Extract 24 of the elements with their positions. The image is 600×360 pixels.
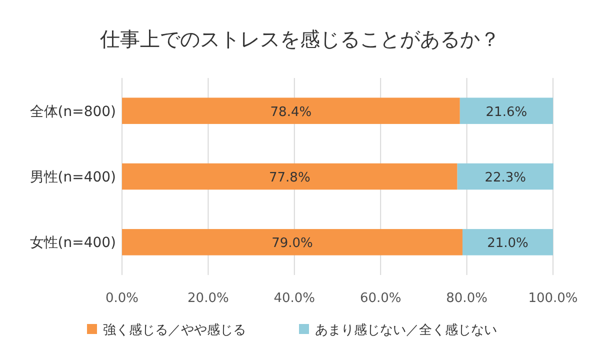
data-label: 22.3% xyxy=(484,170,526,186)
bar xyxy=(122,229,462,256)
x-tick-label: 80.0% xyxy=(446,291,488,306)
x-tick-label: 60.0% xyxy=(360,291,402,306)
legend-label: あまり感じない／全く感じない xyxy=(315,323,497,338)
y-tick-label: 男性(n=400) xyxy=(30,170,116,186)
y-tick-label: 女性(n=400) xyxy=(30,235,116,252)
x-tick-label: 100.0% xyxy=(528,291,578,306)
y-tick-label: 全体(n=800) xyxy=(30,104,116,120)
bar xyxy=(122,163,458,190)
bar xyxy=(122,98,460,124)
x-tick-label: 20.0% xyxy=(188,291,229,306)
chart-title: 仕事上でのストレスを感じることがあるか？ xyxy=(99,27,500,51)
data-label: 78.4% xyxy=(270,104,312,120)
bar xyxy=(462,229,553,256)
bar xyxy=(460,98,553,124)
x-tick-label: 0.0% xyxy=(105,291,139,306)
data-label: 79.0% xyxy=(272,236,313,252)
data-label: 21.0% xyxy=(487,236,528,252)
x-tick-label: 40.0% xyxy=(274,291,316,306)
data-label: 77.8% xyxy=(269,170,310,186)
bar xyxy=(457,163,554,190)
data-label: 21.6% xyxy=(486,104,528,120)
legend-label: 強く感じる／やや感じる xyxy=(103,323,246,338)
